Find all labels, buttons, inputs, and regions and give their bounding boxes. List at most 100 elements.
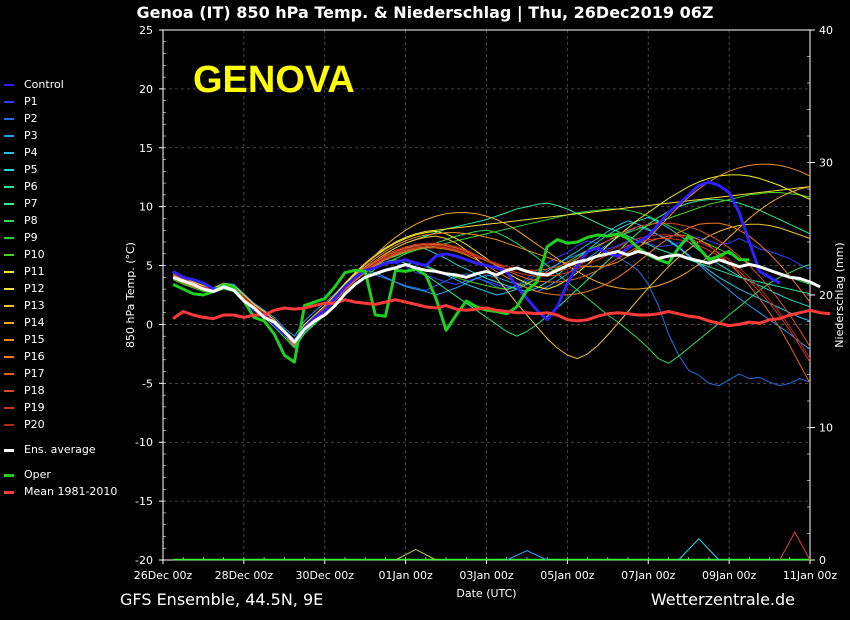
legend-label: P1 [24,95,38,108]
series-line-p13 [172,223,811,360]
y2-tick-label: 0 [819,554,826,567]
precip-series [395,548,437,561]
source-credit-footer[interactable]: Wetterzentrale.de [650,590,795,609]
legend-label: P9 [24,231,38,244]
legend-label: P10 [24,248,45,261]
chart-legend: Control P1 P2 P3 P4 P5 P6 P7 P8 P9 P10 P11 P12 P13 P14… [4,76,117,500]
chart-title: Genoa (IT) 850 hPa Temp. & Niederschlag … [136,3,714,22]
legend-swatch [4,322,14,324]
legend-item: P10 [4,246,117,263]
series-line-ens-average [172,249,821,344]
x-tick-label: 28Dec 00z [215,569,274,582]
legend-label: P20 [24,418,45,431]
series-line-control [172,180,781,343]
x-tick-label: 11Jan 00z [783,569,837,582]
legend-item: P3 [4,127,117,144]
legend-item: P11 [4,263,117,280]
legend-item: P15 [4,331,117,348]
legend-item: P16 [4,348,117,365]
y-tick-label: -20 [135,554,153,567]
legend-label: Ens. average [24,443,96,456]
x-tick-label: 03Jan 00z [459,569,513,582]
legend-swatch [4,203,14,205]
legend-label: P18 [24,384,45,397]
legend-swatch [4,448,14,452]
y-tick-label: 20 [139,83,153,96]
legend-swatch [4,339,14,341]
series-line-mean-1981-2010 [172,298,831,328]
legend-label: P4 [24,146,38,159]
legend-item: P20 [4,416,117,433]
legend-label: P17 [24,367,45,380]
legend-swatch [4,101,14,103]
model-info-footer: GFS Ensemble, 44.5N, 9E [120,590,324,609]
legend-swatch [4,271,14,273]
city-label: GENOVA [193,59,355,101]
legend-swatch [4,254,14,256]
legend-item: P9 [4,229,117,246]
legend-item: P1 [4,93,117,110]
y-tick-label: -10 [135,436,153,449]
legend-swatch [4,490,14,494]
y2-tick-label: 40 [819,24,833,37]
legend-swatch [4,288,14,290]
legend-label: Oper [24,468,51,481]
legend-label: P6 [24,180,38,193]
legend-label: P2 [24,112,38,125]
precip-series [678,538,720,561]
legend-item: Oper [4,466,117,483]
legend-label: P16 [24,350,45,363]
legend-item: P5 [4,161,117,178]
x-tick-label: 26Dec 00z [134,569,193,582]
legend-swatch [4,84,14,86]
x-tick-label: 01Jan 00z [379,569,433,582]
legend-item: P19 [4,399,117,416]
legend-swatch [4,305,14,307]
legend-label: P19 [24,401,45,414]
x-tick-label: 07Jan 00z [621,569,675,582]
legend-item: P14 [4,314,117,331]
legend-swatch [4,237,14,239]
y-tick-label: -15 [135,495,153,508]
legend-swatch [4,186,14,188]
legend-swatch [4,407,14,409]
x-tick-label: 09Jan 00z [702,569,756,582]
x-tick-label: 30Dec 00z [295,569,354,582]
legend-label: Mean 1981-2010 [24,485,118,498]
y-tick-label: -5 [142,377,153,390]
precip-series [779,531,811,561]
legend-item: Control [4,76,117,93]
y2-tick-label: 10 [819,422,833,435]
legend-label: P5 [24,163,38,176]
y-tick-label: 10 [139,201,153,214]
legend-item: P8 [4,212,117,229]
legend-swatch [4,356,14,358]
legend-swatch [4,118,14,120]
y-tick-label: 5 [146,260,153,273]
legend-swatch [4,473,14,477]
y2-tick-label: 30 [819,157,833,170]
legend-swatch [4,424,14,426]
legend-item: P4 [4,144,117,161]
legend-item: P6 [4,178,117,195]
legend-swatch [4,135,14,137]
legend-label: P12 [24,282,45,295]
y-axis-label-right: Niederschlag (mm) [833,242,846,347]
legend-item: Ens. average [4,441,117,458]
legend-label: Control [24,78,64,91]
legend-label: P3 [24,129,38,142]
legend-label: P14 [24,316,45,329]
legend-label: P13 [24,299,45,312]
legend-swatch [4,373,14,375]
precip-series [506,550,548,561]
legend-item: P17 [4,365,117,382]
legend-item: P12 [4,280,117,297]
x-axis-label: Date (UTC) [456,587,516,600]
y-axis-label-left: 850 hPa Temp. (°C) [124,242,137,348]
legend-label: P15 [24,333,45,346]
legend-label: P8 [24,214,38,227]
legend-item: P13 [4,297,117,314]
legend-label: P11 [24,265,45,278]
legend-item: P7 [4,195,117,212]
